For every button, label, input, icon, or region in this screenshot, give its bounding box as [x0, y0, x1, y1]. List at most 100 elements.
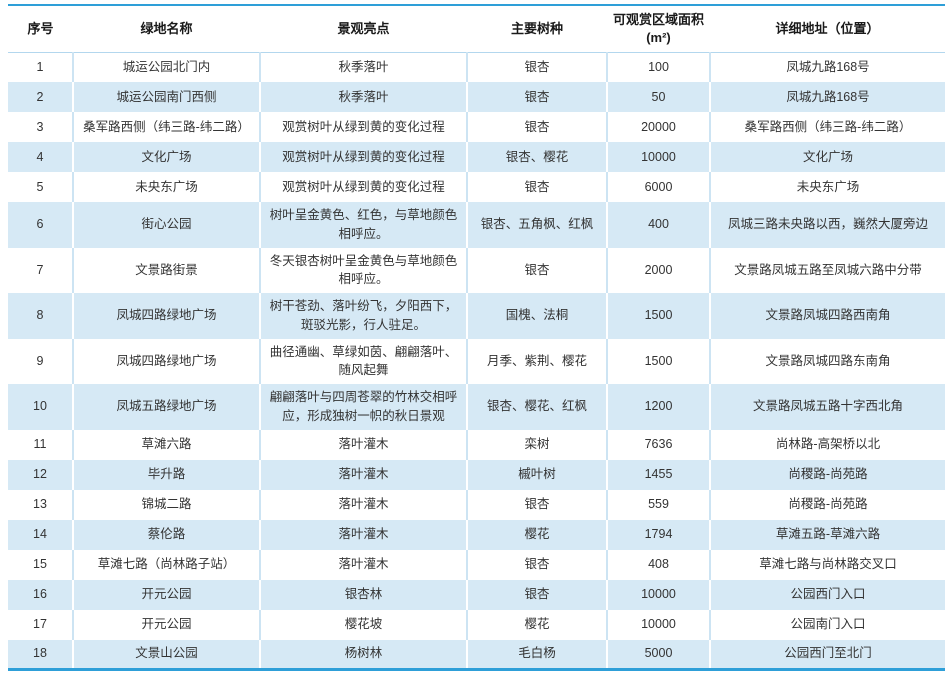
cell-highlight: 落叶灌木 — [260, 519, 468, 550]
cell-area: 5000 — [607, 639, 711, 670]
table-row: 12 毕升路 落叶灌木 槭叶树 1455 尚稷路-尚苑路 — [8, 459, 945, 490]
cell-address: 文景路凤城四路东南角 — [710, 338, 945, 384]
cell-address: 未央东广场 — [710, 172, 945, 202]
cell-index: 15 — [8, 549, 74, 580]
table-row: 10 凤城五路绿地广场 翩翩落叶与四周苍翠的竹林交相呼应，形成独树一帜的秋日景观 银杏… — [8, 384, 945, 430]
table-row: 16 开元公园 银杏林 银杏 10000 公园西门入口 — [8, 579, 945, 610]
cell-name: 文景路街景 — [73, 247, 261, 293]
cell-index: 3 — [8, 112, 74, 142]
table-row: 17 开元公园 樱花坡 樱花 10000 公园南门入口 — [8, 609, 945, 640]
cell-name: 开元公园 — [73, 579, 261, 610]
cell-area: 20000 — [607, 112, 711, 142]
cell-species: 银杏 — [467, 172, 608, 202]
cell-index: 7 — [8, 247, 74, 293]
cell-address: 文景路凤城四路西南角 — [710, 293, 945, 339]
table-row: 9 凤城四路绿地广场 曲径通幽、草绿如茵、翩翩落叶、随风起舞 月季、紫荆、樱花 1500… — [8, 338, 945, 384]
cell-index: 2 — [8, 82, 74, 112]
cell-name: 锦城二路 — [73, 489, 261, 520]
cell-species: 银杏 — [467, 579, 608, 610]
cell-species: 银杏、樱花、红枫 — [467, 384, 608, 430]
cell-address: 草滩七路与尚林路交叉口 — [710, 549, 945, 580]
cell-species: 银杏 — [467, 549, 608, 580]
cell-area: 1200 — [607, 384, 711, 430]
table-body: 1 城运公园北门内 秋季落叶 银杏 100 凤城九路168号 2 城运公园南门西侧 秋季落叶 银杏… — [8, 52, 945, 670]
cell-index: 14 — [8, 519, 74, 550]
cell-highlight: 落叶灌木 — [260, 489, 468, 520]
cell-species: 银杏 — [467, 82, 608, 112]
table-row: 15 草滩七路（尚林路子站） 落叶灌木 银杏 408 草滩七路与尚林路交叉口 — [8, 549, 945, 580]
cell-address: 凤城九路168号 — [710, 52, 945, 82]
cell-species: 樱花 — [467, 609, 608, 640]
cell-highlight: 银杏林 — [260, 579, 468, 610]
table-row: 3 桑军路西侧（纬三路-纬二路） 观赏树叶从绿到黄的变化过程 银杏 20000 桑军路西侧… — [8, 112, 945, 142]
table-row: 14 蔡伦路 落叶灌木 樱花 1794 草滩五路-草滩六路 — [8, 519, 945, 550]
cell-index: 8 — [8, 293, 74, 339]
cell-address: 公园南门入口 — [710, 609, 945, 640]
cell-address: 公园西门至北门 — [710, 639, 945, 670]
cell-index: 9 — [8, 338, 74, 384]
cell-area: 7636 — [607, 429, 711, 460]
cell-species: 国槐、法桐 — [467, 293, 608, 339]
cell-area: 6000 — [607, 172, 711, 202]
cell-name: 草滩七路（尚林路子站） — [73, 549, 261, 580]
table-row: 4 文化广场 观赏树叶从绿到黄的变化过程 银杏、樱花 10000 文化广场 — [8, 142, 945, 172]
cell-species: 毛白杨 — [467, 639, 608, 670]
cell-highlight: 杨树林 — [260, 639, 468, 670]
cell-highlight: 秋季落叶 — [260, 52, 468, 82]
cell-highlight: 观赏树叶从绿到黄的变化过程 — [260, 112, 468, 142]
cell-species: 银杏、五角枫、红枫 — [467, 202, 608, 248]
table-row: 11 草滩六路 落叶灌木 栾树 7636 尚林路-高架桥以北 — [8, 429, 945, 460]
cell-name: 蔡伦路 — [73, 519, 261, 550]
cell-name: 未央东广场 — [73, 172, 261, 202]
cell-area: 2000 — [607, 247, 711, 293]
cell-index: 12 — [8, 459, 74, 490]
cell-name: 开元公园 — [73, 609, 261, 640]
cell-area: 408 — [607, 549, 711, 580]
cell-name: 桑军路西侧（纬三路-纬二路） — [73, 112, 261, 142]
cell-index: 1 — [8, 52, 74, 82]
cell-highlight: 树叶呈金黄色、红色，与草地颜色相呼应。 — [260, 202, 468, 248]
cell-name: 凤城四路绿地广场 — [73, 293, 261, 339]
cell-address: 公园西门入口 — [710, 579, 945, 610]
cell-area: 10000 — [607, 579, 711, 610]
green-space-table: 序号 绿地名称 景观亮点 主要树种 可观赏区域面积 (m²) 详细地址（位置） 1 城运公园… — [8, 4, 945, 671]
cell-highlight: 冬天银杏树叶呈金黄色与草地颜色相呼应。 — [260, 247, 468, 293]
cell-index: 10 — [8, 384, 74, 430]
cell-address: 文景路凤城五路至凤城六路中分带 — [710, 247, 945, 293]
cell-index: 16 — [8, 579, 74, 610]
cell-area: 1500 — [607, 293, 711, 339]
table-row: 1 城运公园北门内 秋季落叶 银杏 100 凤城九路168号 — [8, 52, 945, 82]
column-header-address: 详细地址（位置） — [710, 5, 945, 53]
cell-index: 17 — [8, 609, 74, 640]
cell-species: 月季、紫荆、樱花 — [467, 338, 608, 384]
cell-highlight: 落叶灌木 — [260, 459, 468, 490]
cell-address: 文化广场 — [710, 142, 945, 172]
table-row: 8 凤城四路绿地广场 树干苍劲、落叶纷飞，夕阳西下，斑驳光影，行人驻足。 国槐、法桐 1… — [8, 293, 945, 339]
table-row: 13 锦城二路 落叶灌木 银杏 559 尚稷路-尚苑路 — [8, 489, 945, 520]
cell-address: 尚稷路-尚苑路 — [710, 489, 945, 520]
cell-species: 槭叶树 — [467, 459, 608, 490]
table-row: 6 街心公园 树叶呈金黄色、红色，与草地颜色相呼应。 银杏、五角枫、红枫 400 凤城三路… — [8, 202, 945, 248]
table-row: 2 城运公园南门西侧 秋季落叶 银杏 50 凤城九路168号 — [8, 82, 945, 112]
cell-area: 100 — [607, 52, 711, 82]
cell-area: 559 — [607, 489, 711, 520]
column-header-index: 序号 — [8, 5, 73, 53]
cell-species: 银杏 — [467, 52, 608, 82]
cell-address: 凤城九路168号 — [710, 82, 945, 112]
cell-address: 凤城三路未央路以西，巍然大厦旁边 — [710, 202, 945, 248]
cell-highlight: 落叶灌木 — [260, 429, 468, 460]
cell-address: 尚林路-高架桥以北 — [710, 429, 945, 460]
cell-area: 1794 — [607, 519, 711, 550]
cell-name: 城运公园南门西侧 — [73, 82, 261, 112]
cell-name: 街心公园 — [73, 202, 261, 248]
cell-index: 13 — [8, 489, 74, 520]
table-row: 5 未央东广场 观赏树叶从绿到黄的变化过程 银杏 6000 未央东广场 — [8, 172, 945, 202]
cell-area: 50 — [607, 82, 711, 112]
cell-index: 11 — [8, 429, 74, 460]
cell-index: 6 — [8, 202, 74, 248]
cell-address: 桑军路西侧（纬三路-纬二路） — [710, 112, 945, 142]
cell-name: 凤城五路绿地广场 — [73, 384, 261, 430]
cell-name: 草滩六路 — [73, 429, 261, 460]
cell-index: 18 — [8, 639, 74, 670]
